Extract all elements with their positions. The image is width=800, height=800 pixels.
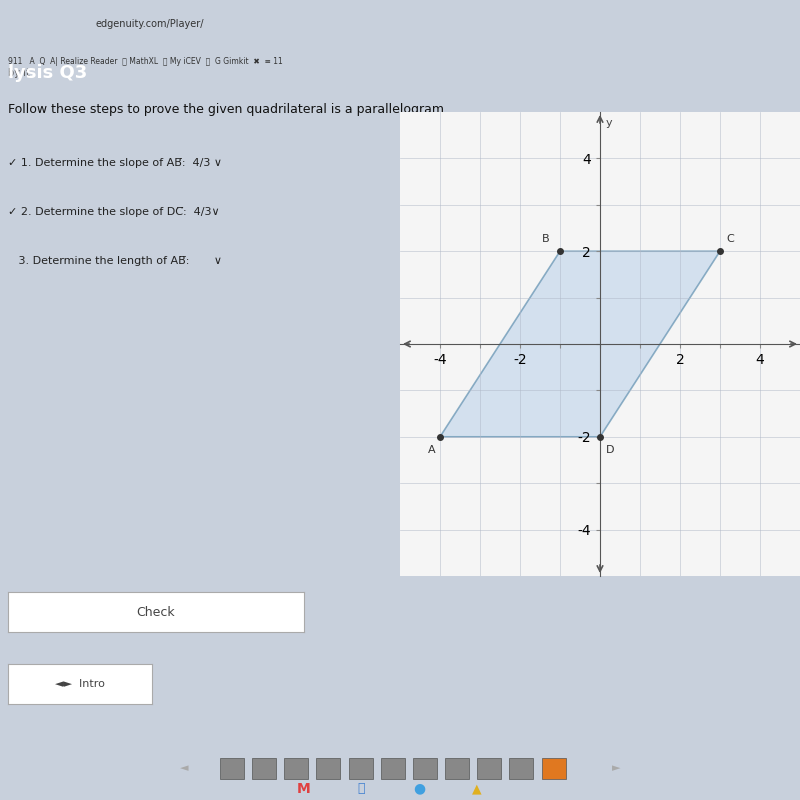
Text: ●: ●	[413, 782, 426, 796]
Text: ✓ 2. Determine the slope of DC̅:  4/3∨: ✓ 2. Determine the slope of DC̅: 4/3∨	[8, 207, 220, 217]
Bar	[510, 758, 534, 779]
Text: Check: Check	[137, 606, 175, 618]
Text: ▲: ▲	[472, 782, 482, 795]
Text: M: M	[297, 782, 311, 796]
Text: by It: by It	[8, 68, 30, 78]
Bar	[349, 758, 373, 779]
Bar	[220, 758, 244, 779]
Text: ◄►  Intro: ◄► Intro	[55, 679, 105, 689]
Text: 3. Determine the length of AB̅:       ∨: 3. Determine the length of AB̅: ∨	[8, 256, 222, 266]
Bar	[381, 758, 405, 779]
Bar	[478, 758, 502, 779]
Text: C: C	[726, 234, 734, 244]
Text: D: D	[606, 445, 614, 455]
Text: A: A	[428, 445, 436, 455]
Text: Follow these steps to prove the given quadrilateral is a parallelogram.: Follow these steps to prove the given qu…	[8, 102, 448, 116]
Text: 🗋: 🗋	[358, 782, 366, 795]
Bar	[284, 758, 308, 779]
Bar	[317, 758, 341, 779]
Bar	[542, 758, 566, 779]
Bar	[445, 758, 469, 779]
Polygon shape	[440, 251, 720, 437]
Text: ►: ►	[612, 763, 620, 773]
Text: lysis Q3: lysis Q3	[8, 64, 87, 82]
Text: 911   A  Q  A| Realize Reader  ⓟ MathXL  ⓖ My iCEV  ⬛  G Gimkit  ✖  ≡ 11: 911 A Q A| Realize Reader ⓟ MathXL ⓖ My …	[8, 58, 282, 66]
Text: B: B	[542, 234, 550, 244]
Text: ◄: ◄	[180, 763, 188, 773]
Bar	[413, 758, 437, 779]
Text: ✓ 1. Determine the slope of AB̅:  4/3 ∨: ✓ 1. Determine the slope of AB̅: 4/3 ∨	[8, 158, 222, 168]
Text: y: y	[606, 118, 613, 128]
Text: edgenuity.com/Player/: edgenuity.com/Player/	[96, 19, 205, 29]
Bar	[252, 758, 276, 779]
